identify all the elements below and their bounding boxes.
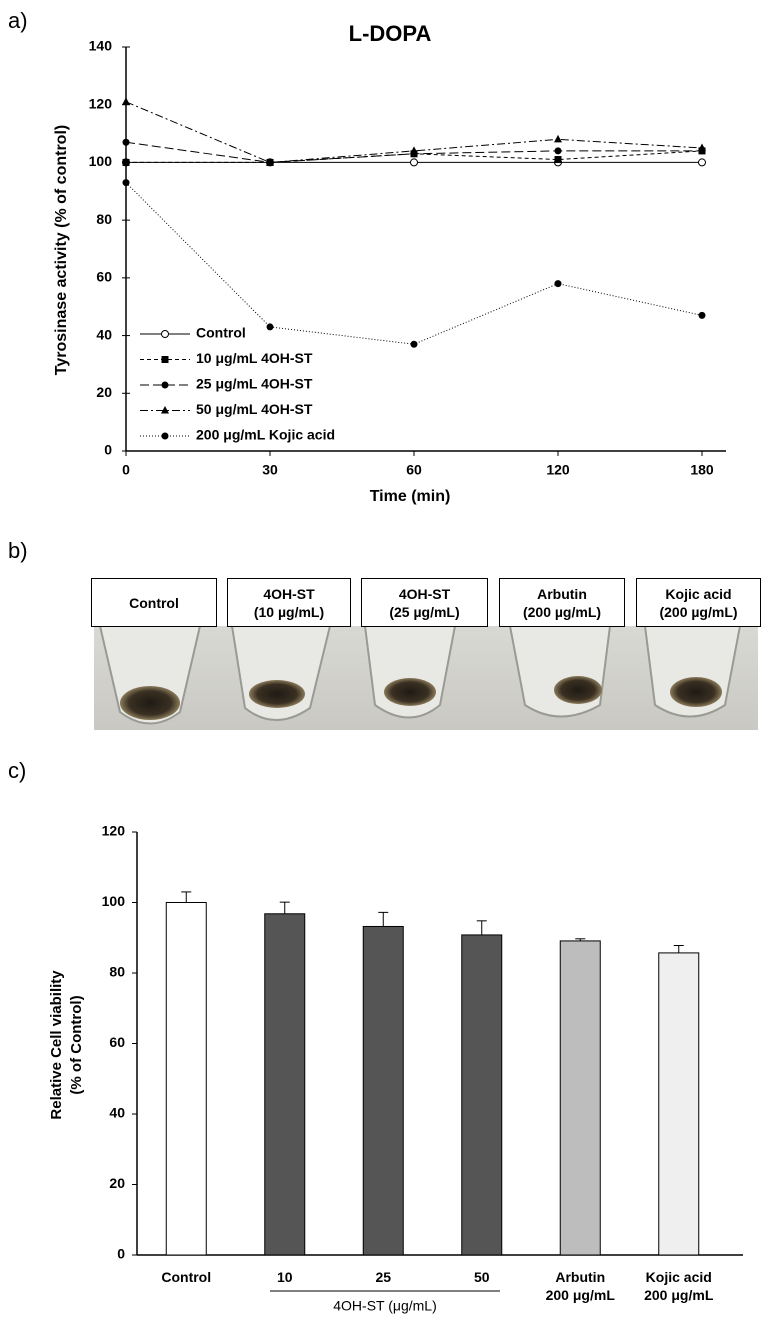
chart-title: L-DOPA (349, 21, 432, 46)
marker (266, 157, 274, 166)
y-tick-label: 140 (89, 38, 113, 54)
bar (461, 934, 503, 1256)
x-tick-label: 50 (473, 1269, 490, 1285)
photo-label-box: Arbutin (200 µg/mL) (499, 578, 625, 627)
x-axis-label: Time (min) (370, 488, 451, 505)
y-tick-label: 20 (109, 1175, 125, 1191)
marker (122, 158, 130, 166)
panel-label: a) (8, 8, 28, 33)
marker (410, 158, 418, 167)
y-tick-label: 80 (109, 964, 125, 980)
series-line (125, 182, 703, 345)
group-label: 4OH-ST (μg/mL) (333, 1298, 437, 1314)
marker (161, 432, 169, 440)
y-tick-label: 40 (109, 1105, 125, 1121)
y-axis-label: Tyrosinase activity (% of control) (53, 125, 70, 375)
y-tick-label: 100 (102, 893, 126, 909)
photo-label: Kojic acid (200 µg/mL) (659, 585, 738, 620)
y-tick-label: 20 (96, 384, 112, 400)
y-tick-label: 60 (109, 1034, 125, 1050)
x-tick-label: Arbutin 200 μg/mL (545, 1269, 615, 1303)
marker (410, 340, 418, 348)
y-axis-label: Relative Cell viability (48, 970, 65, 1120)
marker (554, 147, 562, 155)
legend-label: 50 μg/mL 4OH-ST (196, 401, 313, 417)
x-tick-label: 25 (375, 1269, 392, 1285)
marker (554, 280, 562, 288)
marker (161, 330, 169, 338)
y-axis-label: (% of Control) (68, 995, 85, 1094)
marker (161, 356, 169, 363)
panel-label: b) (8, 538, 28, 563)
photo-label: Control (129, 594, 179, 611)
marker (698, 311, 706, 319)
y-tick-label: 0 (117, 1246, 125, 1262)
legend-label: 25 μg/mL 4OH-ST (196, 376, 313, 392)
x-tick-label: 60 (406, 462, 422, 478)
x-tick-label: 120 (546, 462, 570, 478)
legend-label: Control (196, 325, 246, 341)
marker (554, 134, 562, 143)
bar (264, 913, 306, 1256)
marker (410, 146, 418, 154)
photo-label-box: Kojic acid (200 µg/mL) (636, 578, 761, 627)
y-tick-label: 60 (96, 269, 112, 285)
photo-label: 4OH-ST (25 µg/mL) (389, 585, 460, 620)
marker (266, 323, 274, 331)
x-tick-label: Control (161, 1269, 212, 1285)
y-tick-label: 80 (96, 211, 112, 227)
photo-label-box: 4OH-ST (25 µg/mL) (361, 578, 488, 627)
marker (161, 406, 169, 414)
marker (698, 143, 706, 151)
marker (122, 179, 130, 187)
legend-label: 200 μg/mL Kojic acid (196, 427, 335, 443)
y-tick-label: 120 (102, 823, 126, 839)
y-tick-label: 40 (96, 326, 112, 342)
panel-label: c) (8, 758, 26, 783)
marker (698, 158, 706, 167)
x-tick-label: 0 (122, 462, 130, 478)
marker (554, 156, 562, 164)
legend-label: 10 μg/mL 4OH-ST (196, 350, 313, 366)
bar (658, 952, 700, 1256)
photo-label: 4OH-ST (10 µg/mL) (253, 585, 325, 620)
bar (559, 940, 601, 1256)
x-tick-label: 10 (276, 1269, 293, 1285)
marker (161, 381, 169, 389)
bar (362, 925, 404, 1256)
bar (165, 902, 207, 1256)
photo (94, 625, 758, 730)
photo-label: Arbutin (200 µg/mL) (522, 585, 602, 620)
marker (122, 138, 130, 146)
marker (122, 97, 130, 105)
photo-label-box: Control (91, 578, 217, 627)
x-tick-label: Kojic acid 200 μg/mL (644, 1269, 714, 1303)
y-tick-label: 120 (89, 95, 113, 111)
y-tick-label: 0 (104, 442, 112, 458)
photo-label-box: 4OH-ST (10 µg/mL) (227, 578, 351, 627)
x-tick-label: 30 (262, 462, 278, 478)
x-tick-label: 180 (690, 462, 714, 478)
y-tick-label: 100 (89, 153, 113, 169)
